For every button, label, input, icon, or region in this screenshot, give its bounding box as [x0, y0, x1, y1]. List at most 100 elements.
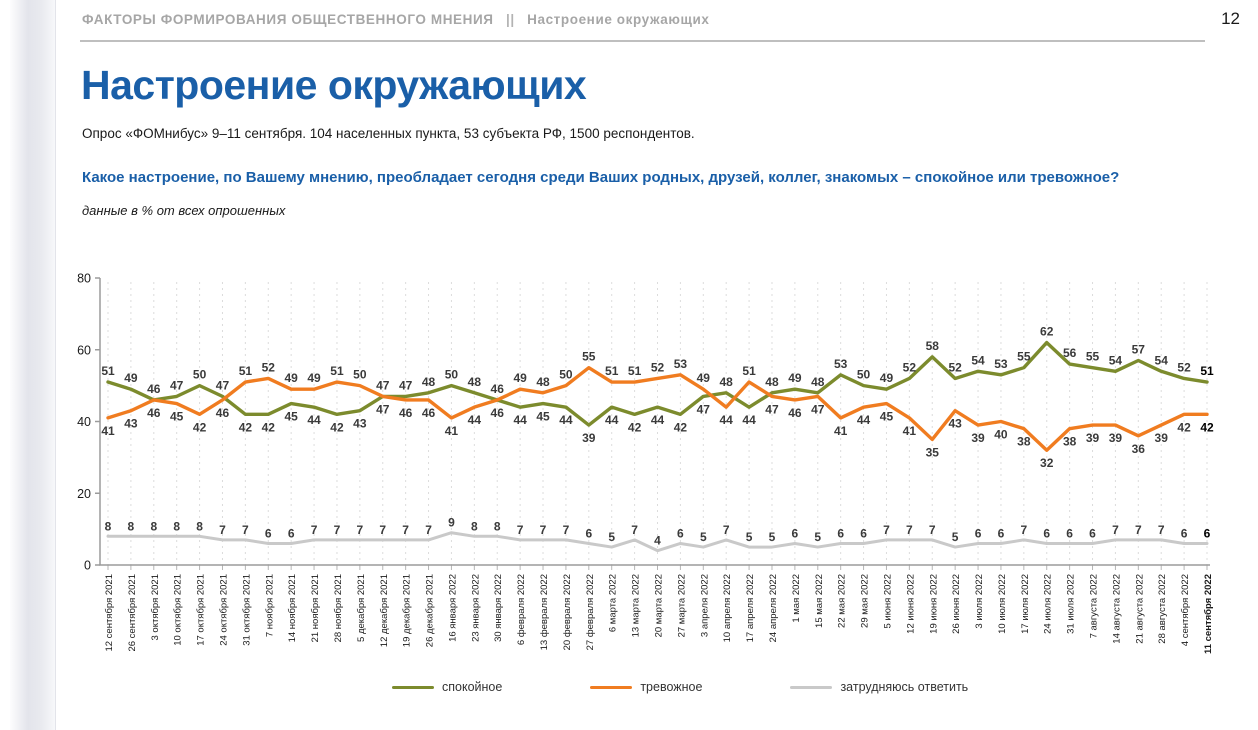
x-axis-label: 20 февраля 2022 [562, 574, 573, 650]
value-label: 43 [124, 417, 138, 431]
x-axis-label: 12 июня 2022 [905, 574, 916, 634]
value-label: 7 [1112, 523, 1119, 537]
value-label: 44 [605, 413, 619, 427]
value-label: 38 [1063, 435, 1077, 449]
value-label: 52 [262, 360, 276, 374]
legend-item-anxious: тревожное [590, 680, 702, 694]
x-axis-label: 24 июля 2022 [1043, 574, 1054, 634]
x-axis-label: 23 января 2022 [470, 574, 481, 642]
x-axis-label: 29 мая 2022 [860, 574, 871, 628]
value-label: 44 [559, 413, 573, 427]
value-label: 7 [219, 523, 226, 537]
value-label: 51 [628, 364, 642, 378]
value-label: 46 [216, 406, 230, 420]
breadcrumb-report-name: ФАКТОРЫ ФОРМИРОВАНИЯ ОБЩЕСТВЕННОГО МНЕНИ… [82, 12, 494, 27]
x-axis-label: 17 июля 2022 [1020, 574, 1031, 634]
value-label: 43 [948, 417, 962, 431]
series-line-2 [106, 531, 1209, 553]
value-label: 46 [399, 406, 413, 420]
value-label: 48 [536, 375, 550, 389]
value-label: 45 [880, 410, 894, 424]
value-label: 5 [608, 530, 615, 544]
x-axis-label: 10 июля 2022 [997, 574, 1008, 634]
value-label: 49 [513, 371, 527, 385]
value-label: 42 [1200, 420, 1214, 434]
value-label: 42 [193, 420, 207, 434]
value-label: 7 [1020, 523, 1027, 537]
value-label: 47 [765, 402, 779, 416]
value-label: 51 [742, 364, 756, 378]
value-label: 42 [239, 420, 253, 434]
value-label: 7 [631, 523, 638, 537]
value-label: 49 [307, 371, 321, 385]
value-label: 47 [399, 378, 413, 392]
value-label: 55 [1017, 350, 1031, 364]
value-label: 54 [1109, 353, 1123, 367]
value-label: 6 [1089, 526, 1096, 540]
value-label: 42 [628, 420, 642, 434]
value-label: 35 [926, 445, 940, 459]
value-label: 5 [746, 530, 753, 544]
value-label: 4 [654, 534, 661, 548]
x-axis-label: 28 августа 2022 [1157, 574, 1168, 644]
value-label: 52 [651, 360, 665, 374]
value-label: 8 [105, 519, 112, 533]
legend-item-calm: спокойное [392, 680, 502, 694]
x-axis-label: 22 мая 2022 [837, 574, 848, 628]
x-axis-label: 31 октября 2021 [241, 574, 252, 646]
x-axis-label: 21 августа 2022 [1134, 574, 1145, 644]
series-line-1 [106, 365, 1209, 452]
x-axis-label: 12 сентября 2021 [104, 574, 115, 652]
series-line-0 [106, 340, 1209, 427]
y-axis-label: 60 [77, 343, 91, 357]
value-label: 6 [975, 526, 982, 540]
value-label: 8 [494, 519, 501, 533]
value-label: 42 [1177, 420, 1191, 434]
value-label: 48 [422, 375, 436, 389]
value-label: 44 [857, 413, 871, 427]
breadcrumb: ФАКТОРЫ ФОРМИРОВАНИЯ ОБЩЕСТВЕННОГО МНЕНИ… [82, 12, 710, 27]
value-label: 46 [491, 382, 505, 396]
y-axis-label: 40 [77, 415, 91, 429]
value-label: 44 [307, 413, 321, 427]
value-label: 6 [288, 526, 295, 540]
value-label: 54 [971, 353, 985, 367]
value-label: 7 [402, 523, 409, 537]
page-title: Настроение окружающих [81, 62, 587, 108]
x-axis-label: 19 декабря 2021 [402, 574, 413, 647]
value-label: 49 [124, 371, 138, 385]
x-axis-label: 4 сентября 2022 [1180, 574, 1191, 646]
value-label: 47 [697, 402, 711, 416]
y-axis-label: 20 [77, 487, 91, 501]
value-label: 7 [1135, 523, 1142, 537]
value-label: 7 [517, 523, 524, 537]
x-axis-label: 24 октября 2021 [218, 574, 229, 646]
value-label: 41 [445, 424, 459, 438]
value-label: 7 [425, 523, 432, 537]
value-label: 6 [837, 526, 844, 540]
value-label: 7 [334, 523, 341, 537]
value-label: 47 [216, 378, 230, 392]
page-edge-shadow [10, 0, 56, 730]
value-label: 40 [994, 428, 1008, 442]
x-axis-label: 7 ноября 2021 [264, 574, 275, 637]
x-axis-label: 5 июня 2022 [882, 574, 893, 629]
value-label: 48 [765, 375, 779, 389]
legend-label-calm: спокойное [442, 680, 503, 694]
chart-legend: спокойное тревожное затрудняюсь ответить [392, 680, 968, 694]
value-label: 45 [536, 410, 550, 424]
value-label: 6 [1204, 526, 1211, 540]
x-axis-label: 7 августа 2022 [1089, 574, 1100, 638]
x-axis-label: 6 марта 2022 [608, 574, 619, 632]
value-label: 42 [674, 420, 688, 434]
legend-item-undecided: затрудняюсь ответить [790, 680, 968, 694]
value-label: 42 [330, 420, 344, 434]
value-label: 45 [170, 410, 184, 424]
x-axis-label: 3 октября 2021 [150, 574, 161, 641]
value-label: 47 [170, 378, 184, 392]
value-label: 50 [559, 368, 573, 382]
chart-svg: 0204060805141849438464684745850428474674… [77, 272, 1214, 655]
value-label: 39 [582, 431, 596, 445]
value-label: 50 [353, 368, 367, 382]
x-axis-label: 12 декабря 2021 [379, 574, 390, 647]
